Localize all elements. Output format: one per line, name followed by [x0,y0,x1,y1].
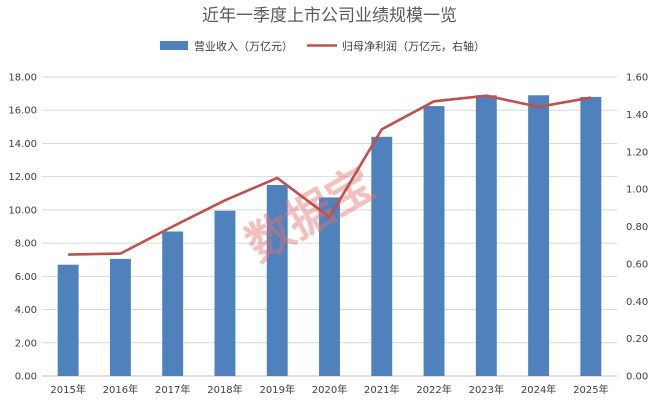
bar-revenue [162,231,184,376]
y-left-tick-label: 18.00 [8,73,37,84]
y-right-tick-label: 0.20 [626,334,648,345]
y-left-tick-label: 12.00 [8,172,37,183]
y-right-tick-label: 1.00 [626,185,648,196]
bar-revenue [423,106,445,376]
bar-revenue [266,184,288,376]
x-tick-label: 2017年 [155,383,190,396]
x-tick-label: 2023年 [469,383,504,396]
y-left-tick-label: 14.00 [8,139,37,150]
bar-revenue [580,96,602,376]
y-right-tick-label: 1.20 [626,147,648,158]
x-tick-label: 2022年 [416,383,451,396]
y-left-tick-label: 6.00 [15,272,37,283]
x-tick-label: 2015年 [50,383,85,396]
y-right-tick-label: 1.60 [626,73,648,84]
x-tick-label: 2020年 [312,383,347,396]
legend-label-revenue: 营业收入（万亿元） [194,39,293,53]
y-left-tick-label: 8.00 [15,239,37,250]
bar-revenue [57,264,79,376]
x-tick-label: 2021年 [364,383,399,396]
x-axis: 2015年 2016年 2017年 2018年 2019年 2020年 2021年 2022年… [42,375,617,396]
y-right-tick-label: 1.40 [626,110,648,121]
chart-legend: 营业收入（万亿元） 归母净利润（万亿元，右轴） [160,39,485,53]
y-left-tick-label: 4.00 [15,305,37,316]
bar-revenue [528,95,550,377]
bar-revenue [214,210,236,376]
y-left-tick-label: 2.00 [15,338,37,349]
legend-label-profit: 归母净利润（万亿元，右轴） [342,39,485,53]
bar-revenue [109,258,131,376]
x-tick-label: 2019年 [260,383,295,396]
bar-revenue [371,136,393,376]
x-tick-label: 2024年 [521,383,556,396]
bar-revenue [319,197,340,376]
line-layer [68,94,592,256]
left-axis: 0.00 2.00 4.00 6.00 8.00 10.00 12.00 14.00 16.00… [8,73,37,383]
x-tick-label: 2025年 [573,383,608,396]
watermark: 数据宝 [237,156,384,272]
right-axis: 0.00 0.20 0.40 0.60 0.80 1.00 1.20 1.40 1.60 [626,73,648,383]
y-left-tick-label: 10.00 [8,205,37,216]
y-left-tick-label: 16.00 [8,106,37,117]
y-right-tick-label: 0.00 [626,372,648,383]
y-left-tick-label: 0.00 [15,372,37,383]
legend-swatch-revenue [160,41,188,50]
y-right-tick-label: 0.80 [626,222,648,233]
chart-title: 近年一季度上市公司业绩规模一览 [202,6,457,26]
bars-layer [57,95,602,377]
y-right-tick-label: 0.40 [626,297,648,308]
bar-revenue [475,95,497,377]
y-right-tick-label: 0.60 [626,259,648,270]
x-tick-label: 2016年 [103,383,138,396]
x-tick-label: 2018年 [207,383,242,396]
